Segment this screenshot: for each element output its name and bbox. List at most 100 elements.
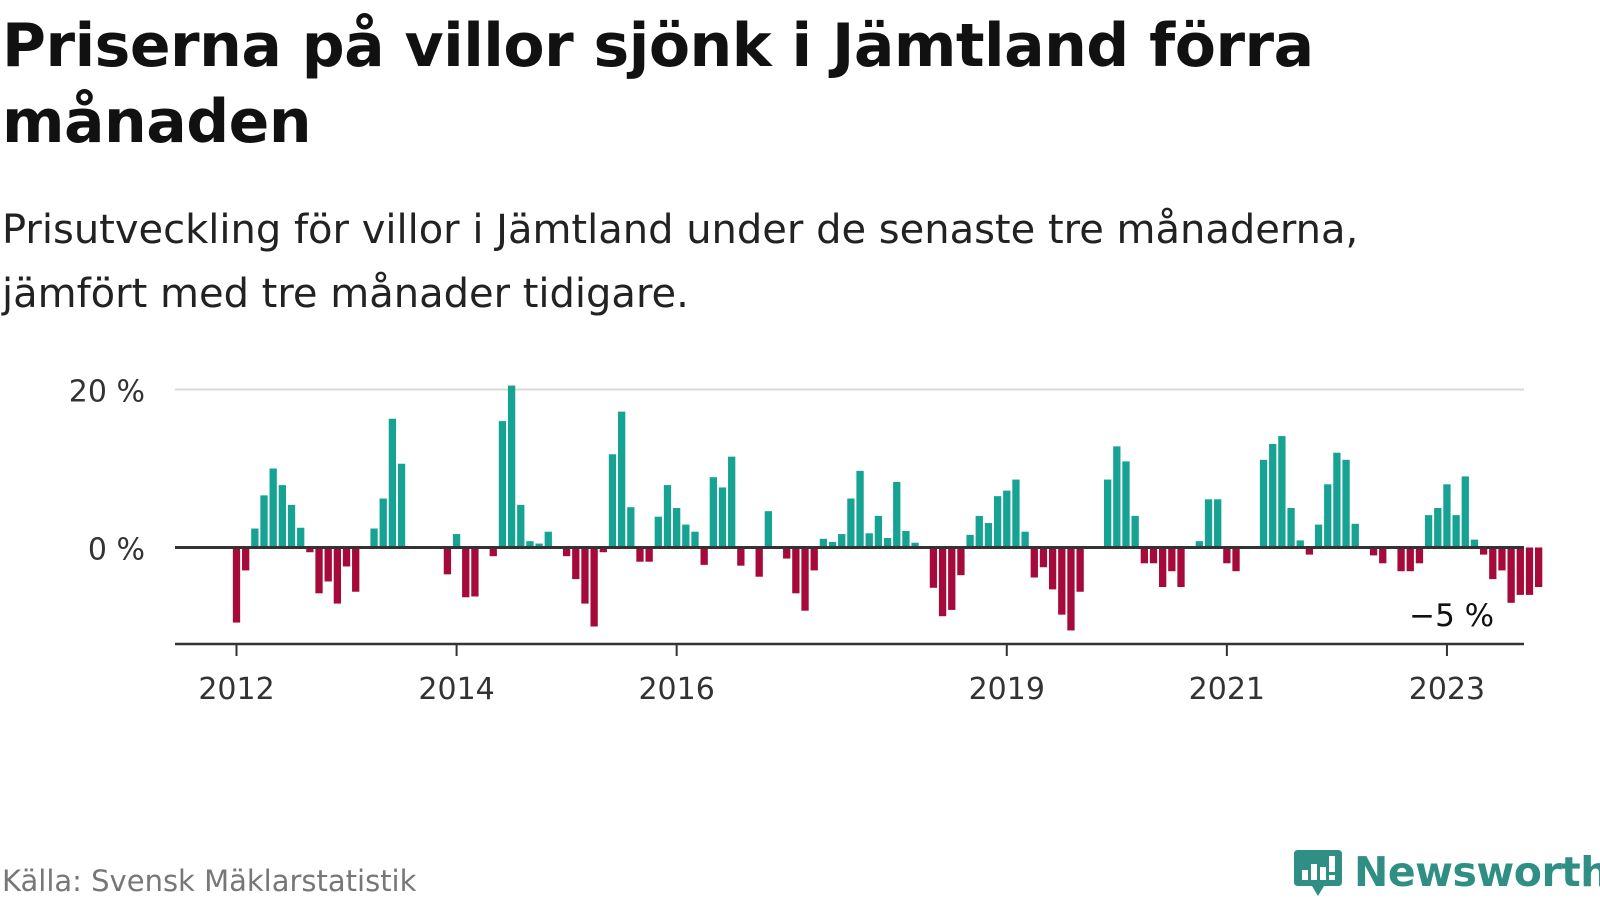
- bar-undefined[interactable]: [1461, 476, 1469, 548]
- bar-2016-04[interactable]: [700, 547, 708, 565]
- bar-2017-02[interactable]: [792, 547, 800, 594]
- bar-2014-11[interactable]: [544, 531, 552, 548]
- bar-2019-08[interactable]: [1067, 547, 1075, 631]
- bar-2017-12[interactable]: [883, 538, 892, 548]
- bar-2019-12[interactable]: [1104, 479, 1112, 548]
- bar-2021-11[interactable]: [1314, 524, 1323, 548]
- bar-2021-05[interactable]: [1259, 459, 1268, 548]
- bar-2015-04[interactable]: [590, 547, 598, 627]
- bar-2016-03[interactable]: [691, 531, 699, 548]
- bar-2013-06[interactable]: [388, 418, 397, 548]
- bar-2016-02[interactable]: [682, 524, 690, 548]
- bar-2021-06[interactable]: [1269, 444, 1277, 548]
- bar-2019-07[interactable]: [1058, 547, 1066, 615]
- bar-2015-01[interactable]: [562, 547, 571, 557]
- bar-2014-09[interactable]: [526, 541, 534, 548]
- bar-2016-01[interactable]: [673, 508, 681, 548]
- bar-2020-05[interactable]: [1149, 547, 1158, 564]
- bar-2016-11[interactable]: [764, 511, 773, 548]
- bar-2019-05[interactable]: [1039, 547, 1048, 568]
- bar-2020-12[interactable]: [1214, 499, 1222, 548]
- bar-2017-01[interactable]: [783, 547, 791, 559]
- bar-2017-11[interactable]: [874, 515, 883, 548]
- bar-2013-01[interactable]: [342, 547, 351, 567]
- bar-2012-01[interactable]: [232, 547, 241, 623]
- bar-2012-12[interactable]: [333, 547, 342, 604]
- bar-2022-10[interactable]: [1415, 547, 1424, 564]
- bar-2022-06[interactable]: [1379, 547, 1387, 564]
- bar-2019-09[interactable]: [1076, 547, 1084, 592]
- bar-undefined[interactable]: [1507, 547, 1515, 603]
- bar-2021-09[interactable]: [1296, 540, 1304, 548]
- bar-2012-04[interactable]: [260, 495, 268, 548]
- bar-2018-11[interactable]: [984, 523, 993, 548]
- bar-2020-11[interactable]: [1204, 499, 1213, 548]
- bar-2012-03[interactable]: [251, 528, 259, 548]
- bar-undefined[interactable]: [1516, 547, 1524, 595]
- bar-2014-05[interactable]: [489, 547, 497, 557]
- bar-2014-07[interactable]: [507, 385, 516, 548]
- bar-2022-05[interactable]: [1369, 547, 1378, 556]
- bar-2012-08[interactable]: [297, 527, 305, 548]
- bar-undefined[interactable]: [1534, 547, 1543, 588]
- bar-2018-08[interactable]: [957, 547, 965, 576]
- bar-2018-02[interactable]: [902, 530, 910, 548]
- bar-2018-06[interactable]: [938, 547, 947, 617]
- bar-2017-06[interactable]: [828, 541, 837, 548]
- bar-2015-07[interactable]: [617, 411, 626, 548]
- bar-2014-01[interactable]: [452, 534, 461, 548]
- bar-2014-08[interactable]: [517, 504, 525, 548]
- bar-2013-07[interactable]: [397, 463, 406, 548]
- bar-2019-04[interactable]: [1030, 547, 1038, 578]
- bar-2022-01[interactable]: [1333, 452, 1341, 548]
- bar-2017-09[interactable]: [856, 470, 864, 548]
- bar-2022-11[interactable]: [1424, 515, 1433, 548]
- bar-2020-10[interactable]: [1195, 541, 1203, 548]
- bar-2015-06[interactable]: [608, 454, 617, 548]
- bar-2016-10[interactable]: [755, 547, 763, 577]
- bar-2017-10[interactable]: [865, 533, 873, 548]
- bar-2018-01[interactable]: [893, 481, 901, 548]
- bar-2021-12[interactable]: [1324, 484, 1332, 548]
- bar-2018-07[interactable]: [948, 547, 956, 610]
- bar-2017-05[interactable]: [819, 538, 828, 548]
- brand-logo[interactable]: Newsworthy: [1292, 842, 1600, 902]
- bar-2020-02[interactable]: [1122, 461, 1130, 548]
- bar-2022-02[interactable]: [1342, 459, 1350, 548]
- bar-2014-06[interactable]: [498, 421, 507, 548]
- bar-2017-04[interactable]: [810, 547, 818, 571]
- bar-2013-02[interactable]: [352, 547, 360, 592]
- bar-2020-04[interactable]: [1140, 547, 1148, 564]
- bar-2018-10[interactable]: [975, 515, 983, 548]
- bar-2013-05[interactable]: [379, 498, 387, 548]
- bar-2016-07[interactable]: [728, 456, 736, 548]
- bar-undefined[interactable]: [1479, 547, 1488, 555]
- bar-undefined[interactable]: [1489, 547, 1497, 580]
- bar-2012-07[interactable]: [287, 504, 296, 548]
- bar-2014-10[interactable]: [535, 543, 543, 548]
- bar-2012-05[interactable]: [269, 468, 277, 548]
- bar-2018-03[interactable]: [911, 542, 919, 548]
- bar-2019-03[interactable]: [1021, 531, 1029, 548]
- bar-2019-01[interactable]: [1003, 490, 1011, 548]
- bar-2022-08[interactable]: [1397, 547, 1405, 572]
- bar-undefined[interactable]: [1498, 547, 1506, 571]
- bar-2016-06[interactable]: [718, 487, 727, 548]
- bar-2015-10[interactable]: [645, 547, 653, 562]
- bar-2015-03[interactable]: [581, 547, 589, 604]
- bar-2022-09[interactable]: [1406, 547, 1414, 572]
- bar-2014-03[interactable]: [471, 547, 479, 597]
- bar-2017-08[interactable]: [847, 498, 855, 548]
- bar-2021-02[interactable]: [1232, 547, 1240, 572]
- bar-2019-06[interactable]: [1048, 547, 1057, 590]
- bar-2020-08[interactable]: [1177, 547, 1185, 588]
- bar-2022-03[interactable]: [1351, 523, 1359, 548]
- bar-2017-07[interactable]: [838, 534, 846, 548]
- bar-2017-03[interactable]: [801, 547, 809, 611]
- bar-2012-06[interactable]: [278, 485, 286, 548]
- bar-2020-07[interactable]: [1168, 547, 1176, 572]
- bar-2015-09[interactable]: [636, 547, 644, 562]
- bar-2018-12[interactable]: [993, 496, 1002, 548]
- bar-2014-02[interactable]: [462, 547, 470, 598]
- bar-2018-05[interactable]: [929, 547, 938, 588]
